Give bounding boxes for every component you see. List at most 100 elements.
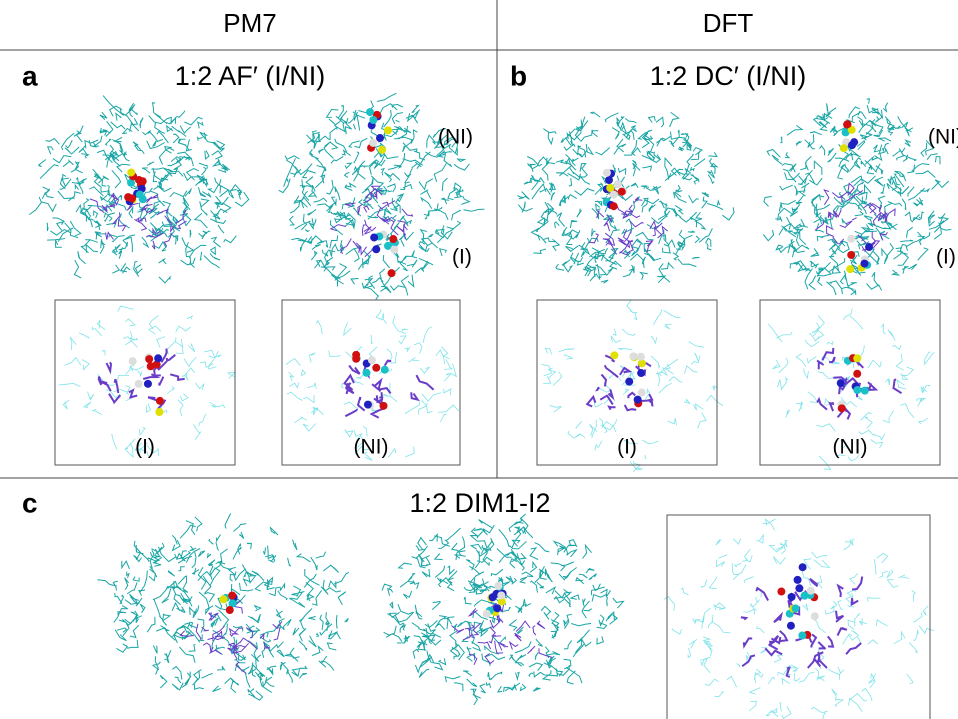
molecule-sticks: [97, 348, 185, 415]
atom: [800, 591, 809, 600]
atom: [389, 235, 398, 244]
atom: [806, 586, 815, 595]
atom: [637, 388, 646, 397]
atom: [847, 141, 856, 150]
atom: [860, 386, 869, 395]
atom: [383, 126, 392, 135]
atom: [219, 595, 228, 604]
atom: [390, 245, 399, 254]
atom: [127, 168, 136, 177]
molecule-sticks: [278, 92, 485, 300]
atom: [155, 396, 164, 405]
atom: [843, 120, 852, 129]
atom: [841, 128, 850, 137]
atom: [853, 369, 862, 378]
molecular-renderings: [29, 92, 952, 719]
atom: [482, 609, 491, 618]
annotation: (NI): [928, 126, 958, 149]
atom: [145, 355, 154, 364]
atom: [787, 592, 796, 601]
atom: [629, 352, 638, 361]
atom: [228, 599, 237, 608]
atom: [793, 575, 802, 584]
inset-label: (I): [617, 436, 637, 459]
annotation: (NI): [438, 126, 473, 149]
atom: [865, 243, 874, 252]
atom: [379, 401, 388, 410]
atom: [853, 354, 862, 363]
atom: [497, 597, 506, 606]
atom: [853, 386, 862, 395]
atom: [225, 606, 234, 615]
atom: [378, 145, 387, 154]
atom: [837, 404, 846, 413]
inset-frame: [666, 514, 931, 719]
atom: [836, 379, 845, 388]
molecule-sticks: [97, 513, 350, 701]
atom: [609, 202, 618, 211]
molecule-sticks: [585, 354, 654, 412]
panel-title: 1:2 AF′ (I/NI): [175, 61, 326, 91]
molecule-sticks: [663, 518, 935, 719]
atom: [605, 176, 614, 185]
atom: [352, 350, 361, 359]
molecule-sticks: [58, 305, 237, 458]
atom: [846, 265, 855, 274]
molecule-sticks: [285, 309, 460, 461]
atom: [380, 365, 389, 374]
atom: [798, 631, 807, 640]
panel-label: a: [22, 60, 38, 91]
atom: [625, 377, 634, 386]
atom: [370, 233, 379, 242]
panel-label: b: [510, 60, 527, 91]
inset-label: (NI): [833, 436, 868, 459]
atom: [609, 190, 618, 199]
atom: [493, 604, 502, 613]
atom: [155, 407, 164, 416]
atom: [847, 125, 856, 134]
atom: [367, 356, 376, 365]
atom: [810, 612, 819, 621]
atom: [146, 362, 155, 371]
atom: [128, 194, 137, 203]
atom: [363, 400, 372, 409]
molecule-sticks: [381, 513, 625, 706]
atom: [384, 241, 393, 250]
panel-label: c: [22, 487, 38, 518]
inset-frame: [54, 299, 236, 466]
molecule-sticks: [451, 602, 553, 666]
atom: [138, 195, 147, 204]
molecule-sticks: [541, 299, 724, 473]
atom: [369, 138, 378, 147]
molecule-sticks: [814, 182, 896, 253]
atom: [387, 269, 396, 278]
atom: [839, 144, 848, 153]
atom: [847, 250, 856, 259]
atom: [847, 234, 856, 243]
atom: [228, 591, 237, 600]
atom: [372, 245, 381, 254]
molecule-sticks: [762, 98, 952, 296]
inset-frame: [281, 299, 461, 466]
atom: [369, 116, 378, 125]
atom: [610, 351, 619, 360]
atom: [372, 363, 381, 372]
atom: [613, 180, 622, 189]
atom: [786, 621, 795, 630]
atom: [602, 168, 611, 177]
panel-title: 1:2 DC′ (I/NI): [650, 61, 807, 91]
atom: [128, 357, 137, 366]
molecule-sticks: [179, 600, 283, 674]
column-header: DFT: [703, 8, 754, 38]
atom: [143, 379, 152, 388]
inset-label: (NI): [354, 436, 389, 459]
atom: [637, 369, 646, 378]
atom: [134, 175, 143, 184]
atom: [637, 359, 646, 368]
atom: [636, 352, 645, 361]
atom: [777, 587, 786, 596]
atom: [134, 379, 143, 388]
atom: [791, 604, 800, 613]
atom: [798, 563, 807, 572]
